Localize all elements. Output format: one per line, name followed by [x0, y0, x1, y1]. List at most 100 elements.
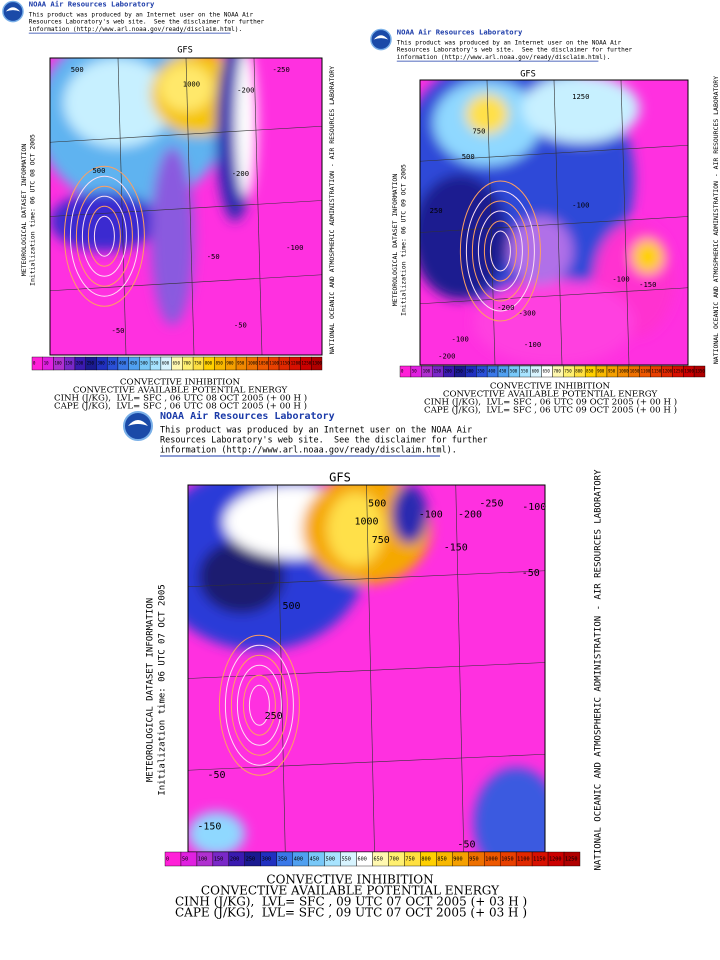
colorbar-label: 100	[198, 857, 207, 863]
disclaimer: NOAA Air Resources Laboratory This produc…	[370, 27, 633, 62]
field	[327, 492, 385, 566]
colorbar-label: 1150	[280, 361, 290, 366]
cape-contour	[81, 195, 127, 277]
colorbar-label: 1250	[302, 361, 312, 366]
disclaimer-line: information (http://www.arl.noaa.gov/rea…	[160, 446, 457, 456]
contour-label: 1000	[354, 517, 378, 528]
field	[420, 174, 509, 300]
colorbar-label: 1050	[630, 369, 640, 374]
colorbar-label: 50	[182, 857, 188, 863]
colorbar-label: 200	[76, 361, 84, 366]
colorbar-label: 550	[151, 361, 159, 366]
border-line	[276, 485, 286, 852]
left-info: METEOROLOGICAL DATASET INFORMATION Initia…	[146, 584, 168, 795]
org-name: NOAA Air Resources Laboratory	[29, 0, 155, 8]
border-line	[50, 125, 322, 143]
colorbar-label: 450	[499, 369, 507, 374]
colorbar-label: 1000	[248, 361, 258, 366]
colorbar-label: 1200	[291, 361, 301, 366]
cape-contour	[93, 215, 115, 257]
field	[158, 63, 214, 112]
colorbar-label: 800	[205, 361, 213, 366]
colorbar-label: 600	[532, 369, 540, 374]
border-line	[188, 753, 545, 771]
border-line	[50, 274, 322, 292]
cape-contour	[489, 230, 511, 272]
org-name: NOAA Air Resources Laboratory	[397, 27, 523, 36]
field	[473, 767, 545, 852]
right-info: NATIONAL OCEANIC AND ATMOSPHERIC ADMINIS…	[594, 469, 604, 871]
colorbar-label: 900	[226, 361, 234, 366]
contour-label: -200	[237, 86, 254, 95]
colorbar-label: 150	[65, 361, 73, 366]
contour-label: -100	[524, 340, 541, 349]
colorbar-label: 0	[33, 361, 36, 366]
colorbar-label: 1100	[517, 857, 530, 863]
fields	[188, 485, 545, 852]
colorbar-label: 850	[437, 857, 446, 863]
colorbar-label: 1100	[641, 369, 651, 374]
field	[63, 58, 173, 148]
colorbar-label: 300	[262, 857, 271, 863]
border-line	[420, 144, 688, 162]
border-line	[620, 80, 630, 365]
contour-label: -200	[458, 509, 482, 520]
disclaimer-line: information (http://www.arl.noaa.gov/rea…	[29, 26, 242, 33]
contour-label: -100	[572, 200, 589, 209]
cape-contour	[63, 165, 145, 307]
dataset-info: METEOROLOGICAL DATASET INFORMATION	[20, 144, 28, 277]
colorbar-label: 350	[108, 361, 116, 366]
colorbar-label: 950	[237, 361, 245, 366]
colorbar-label: 600	[162, 361, 170, 366]
cape-contour	[224, 644, 294, 766]
field	[150, 147, 195, 326]
disclaimer: NOAA Air Resources Laboratory This produc…	[123, 410, 488, 457]
field	[465, 94, 509, 135]
colorbar-label: 200	[445, 369, 453, 374]
panel: NOAA Air Resources Laboratory This produc…	[370, 27, 720, 415]
field	[188, 811, 246, 852]
colorbar-label: 950	[608, 369, 616, 374]
disclaimer-line: Resources Laboratory's web site. See the…	[29, 19, 265, 26]
contour-label: -100	[522, 502, 546, 513]
colorbar-label: 1300	[312, 361, 322, 366]
field	[521, 80, 640, 143]
cape-contour	[242, 674, 276, 736]
contour-label: 750	[372, 535, 390, 546]
colorbar-label: 700	[389, 857, 398, 863]
colorbar-label: 1050	[259, 361, 269, 366]
colorbar-label: 500	[326, 857, 335, 863]
contour-label: -50	[208, 770, 226, 781]
colorbar-label: 650	[374, 857, 383, 863]
cape-contour	[87, 205, 121, 267]
model-name: GFS	[329, 471, 351, 485]
contour-label: 750	[472, 126, 485, 135]
colorbar-label: 100	[54, 361, 62, 366]
cape-contour	[248, 684, 270, 726]
org-name: NOAA Air Resources Laboratory	[160, 410, 335, 422]
caption-line: CINH (J/KG), LVL= SFC , 06 UTC 09 OCT 20…	[424, 396, 677, 407]
contour-label: -200	[497, 303, 514, 312]
border-line	[188, 570, 545, 588]
contour-label: -50	[457, 840, 475, 851]
panel: NOAA Air Resources Laboratory This produc…	[123, 410, 604, 920]
agency: NATIONAL OCEANIC AND ATMOSPHERIC ADMINIS…	[328, 66, 336, 354]
contour-label: 1250	[572, 92, 589, 101]
colorbar-label: 900	[597, 369, 605, 374]
border-line	[420, 216, 688, 233]
colorbar-label: 250	[87, 361, 95, 366]
cape-contour	[218, 634, 300, 776]
contour-label: -200	[232, 169, 249, 178]
contour-label: 500	[282, 601, 300, 612]
border-line	[420, 287, 688, 305]
contour-label: -50	[112, 326, 125, 335]
colorbar-label: 450	[310, 857, 319, 863]
disclaimer-line: Resources Laboratory's web site. See the…	[397, 47, 633, 54]
map	[188, 485, 545, 852]
noaa-logo-bird	[373, 35, 389, 40]
cape-contour	[483, 220, 517, 282]
caption-line: CAPE (J/KG), LVL= SFC , 09 UTC 07 OCT 20…	[175, 906, 527, 920]
noaa-logo-bird	[5, 7, 21, 12]
